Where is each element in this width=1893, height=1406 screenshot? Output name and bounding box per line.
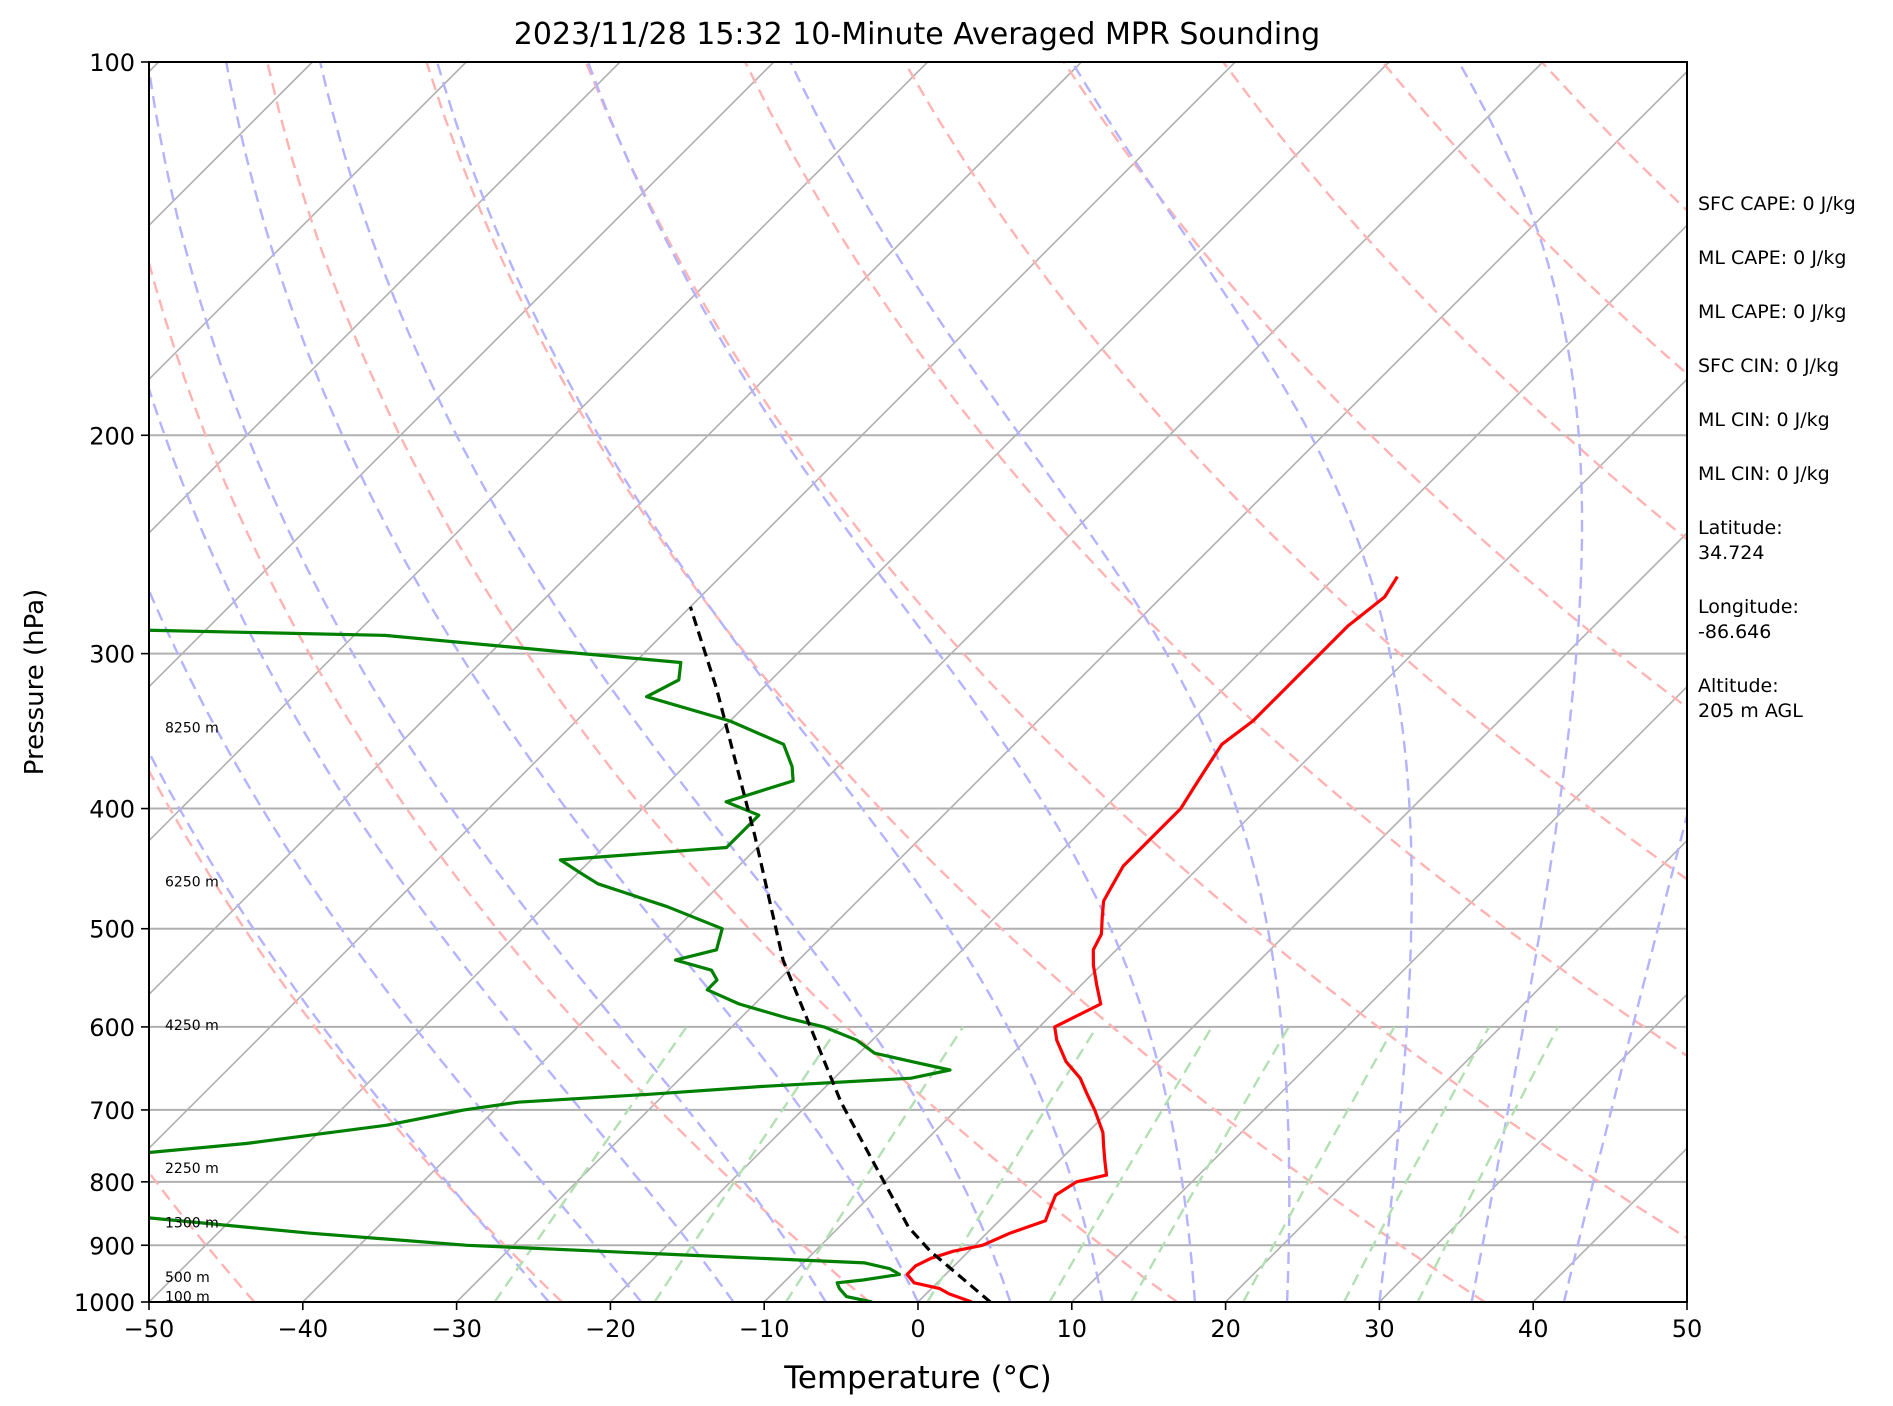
x-tick-label: 10 <box>1057 1315 1088 1343</box>
moist-adiabat-line <box>1457 62 1584 1302</box>
x-axis-label: Temperature (°C) <box>783 1360 1052 1396</box>
stat-ml_cin_1: ML CIN: 0 J/kg <box>1698 409 1830 431</box>
x-tick-label: −10 <box>739 1315 790 1343</box>
isotherm-line <box>149 62 621 535</box>
stat-lat-value: 34.724 <box>1698 542 1764 564</box>
isotherm-line <box>917 531 1687 1302</box>
temperature-trace <box>905 575 1399 1302</box>
dry-adiabat-line <box>1062 62 1687 709</box>
mixing-ratio-line <box>784 1026 965 1302</box>
x-tick-label: 0 <box>910 1315 925 1343</box>
x-tick-label: −20 <box>585 1315 636 1343</box>
stat-sfc_cape: SFC CAPE: 0 J/kg <box>1698 193 1856 215</box>
moist-adiabat-line <box>225 62 920 1302</box>
dry-adiabat-line <box>584 62 1687 1240</box>
isotherm-line <box>149 62 1236 1150</box>
stat-lon-value: -86.646 <box>1698 621 1771 643</box>
moist-adiabat-line <box>435 62 1104 1302</box>
height-label: 8250 m <box>165 720 219 736</box>
stat-lon: Longitude: <box>1698 596 1799 618</box>
axes: −50 −40 −30 −20 −10 0 10 20 30 40 50 100 200 300 400 50… <box>74 49 1702 1343</box>
dry-adiabat-line <box>744 62 1687 1058</box>
isotherm-line <box>149 62 775 688</box>
dewpoint-trace <box>149 628 952 1302</box>
height-label: 100 m <box>165 1290 210 1306</box>
isotherm-line <box>302 62 1544 1302</box>
isotherm-line <box>1378 993 1687 1302</box>
y-tick-label: 800 <box>89 1169 135 1197</box>
height-label: 4250 m <box>165 1018 219 1034</box>
y-tick-label: 900 <box>89 1232 135 1260</box>
isotherm-line <box>149 62 1082 996</box>
isotherm-line <box>149 62 929 842</box>
y-tick-label: 700 <box>89 1097 135 1125</box>
moist-adiabat-line <box>789 62 1291 1302</box>
y-tick-label: 500 <box>89 916 135 944</box>
y-tick-label: 400 <box>89 796 135 824</box>
isotherm-line <box>149 62 467 381</box>
mixing-ratio-line <box>926 1026 1098 1302</box>
y-tick-label: 600 <box>89 1014 135 1042</box>
height-label: 1300 m <box>165 1216 219 1232</box>
stat-lat: Latitude: <box>1698 517 1783 539</box>
background-lines <box>0 62 1687 1302</box>
isotherm-line <box>1225 839 1687 1302</box>
stat-alt: Altitude: <box>1698 675 1779 697</box>
height-label: 6250 m <box>165 874 219 890</box>
stat-ml_cin_2: ML CIN: 0 J/kg <box>1698 463 1830 485</box>
height-labels: 8250 m 6250 m 4250 m 2250 m 1300 m 500 m 100 m <box>165 720 219 1305</box>
moist-adiabat-line <box>1070 62 1413 1302</box>
sounding-traces <box>149 575 1399 1302</box>
dry-adiabat-line <box>425 62 1486 1302</box>
moist-adiabat-line <box>586 62 1196 1302</box>
y-tick-label: 100 <box>89 49 135 77</box>
moist-adiabat-line <box>319 62 1012 1302</box>
moist-adiabat-line <box>1562 810 1687 1302</box>
x-tick-label: −50 <box>124 1315 175 1343</box>
mixing-ratio-line <box>493 1026 688 1302</box>
stat-sfc_cin: SFC CIN: 0 J/kg <box>1698 355 1839 377</box>
stat-ml_cape_2: ML CAPE: 0 J/kg <box>1698 301 1846 323</box>
mixing-ratio-line <box>1342 1026 1491 1302</box>
moist-adiabat-line <box>149 62 827 1302</box>
height-label: 500 m <box>165 1270 210 1286</box>
isotherm-line <box>1071 685 1687 1302</box>
x-tick-label: −40 <box>277 1315 328 1343</box>
mixing-ratio-line <box>1242 1026 1396 1302</box>
height-label: 2250 m <box>165 1161 219 1177</box>
chart-title: 2023/11/28 15:32 10-Minute Averaged MPR … <box>514 17 1320 52</box>
x-tick-label: 40 <box>1518 1315 1549 1343</box>
mixing-ratio-line <box>1048 1026 1213 1302</box>
moist-adiabat-line <box>149 384 735 1302</box>
isotherm-line <box>456 70 1687 1302</box>
mixing-ratio-line <box>1130 1026 1290 1302</box>
stats-panel: SFC CAPE: 0 J/kg ML CAPE: 0 J/kg ML CAPE: … <box>1698 193 1856 722</box>
y-tick-label: 1000 <box>74 1289 135 1317</box>
isotherm-line <box>763 378 1687 1302</box>
plot-frame <box>148 61 1688 1303</box>
isotherm-line <box>609 224 1687 1302</box>
parcel-trace <box>688 606 992 1302</box>
y-tick-label: 300 <box>89 641 135 669</box>
mixing-ratio-line <box>1416 1026 1560 1302</box>
mixing-ratio-line <box>653 1026 840 1302</box>
stat-ml_cape_1: ML CAPE: 0 J/kg <box>1698 247 1846 269</box>
x-tick-label: 20 <box>1210 1315 1241 1343</box>
x-tick-label: 50 <box>1672 1315 1703 1343</box>
x-tick-label: −30 <box>431 1315 482 1343</box>
x-tick-label: 30 <box>1364 1315 1395 1343</box>
moist-adiabat-line <box>149 749 550 1302</box>
isotherm-line <box>0 62 5 1302</box>
y-axis-label: Pressure (hPa) <box>20 589 50 776</box>
stat-alt-value: 205 m AGL <box>1698 700 1803 722</box>
y-tick-label: 200 <box>89 422 135 450</box>
dry-adiabat-line <box>266 62 1178 1302</box>
